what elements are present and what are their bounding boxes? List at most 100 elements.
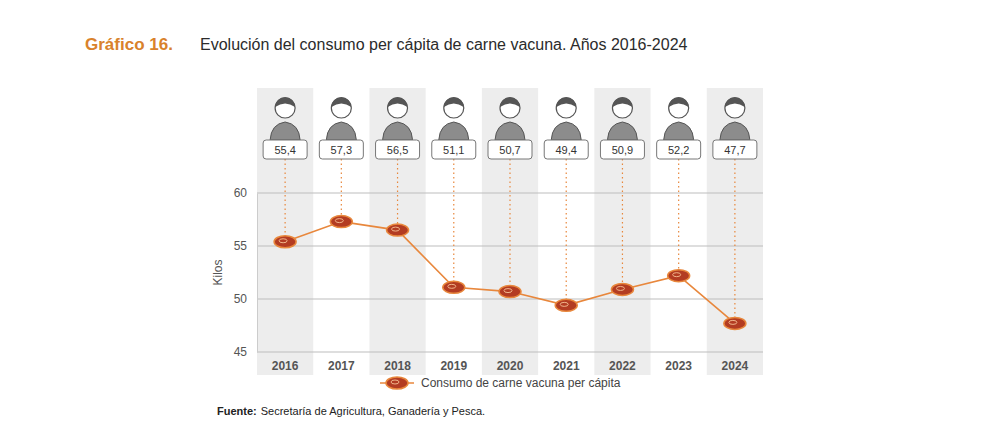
person-head <box>500 98 520 118</box>
marker <box>274 236 296 248</box>
column-band <box>482 88 538 375</box>
person-head <box>556 98 576 118</box>
person-icon: 51,1 <box>432 97 476 159</box>
marker-detail <box>279 239 287 243</box>
grid-line <box>257 193 763 194</box>
person-hair <box>500 97 520 107</box>
marker-shape <box>274 236 296 248</box>
marker <box>611 283 633 295</box>
x-tick-label: 2017 <box>328 359 355 373</box>
x-axis: 201620172018201920202021202220232024 <box>272 352 749 373</box>
y-tick: 45 <box>234 345 257 359</box>
label-box <box>263 140 307 159</box>
person-body <box>270 122 300 140</box>
person-hair <box>612 97 632 107</box>
source-text: Secretaría de Agricultura, Ganadería y P… <box>261 405 485 417</box>
person-body <box>720 122 750 140</box>
title: Evolución del consumo per cápita de carn… <box>200 36 688 53</box>
marker <box>387 224 409 236</box>
x-tick: 2019 <box>440 352 467 373</box>
y-tick: 50 <box>234 292 257 306</box>
label-box <box>600 140 644 159</box>
label-box <box>319 140 363 159</box>
y-tick-label: 50 <box>234 292 248 306</box>
marker-detail <box>335 219 343 223</box>
marker-shape <box>724 317 746 329</box>
marker-shape <box>387 224 409 236</box>
y-tick-label: 45 <box>234 345 248 359</box>
label-box <box>488 140 532 159</box>
data-labels: 55,457,356,551,150,749,450,952,247,7 <box>263 97 757 323</box>
marker-detail <box>504 289 512 293</box>
data-label: 51,1 <box>443 144 464 156</box>
y-tick: 60 <box>234 186 257 200</box>
x-tick: 2018 <box>384 352 411 373</box>
data-label: 52,2 <box>668 144 689 156</box>
person-hair <box>388 97 408 107</box>
marker-shape <box>443 281 465 293</box>
marker-detail <box>616 286 624 290</box>
figure-label: Gráfico 16. <box>85 35 173 54</box>
marker-shape <box>499 286 521 298</box>
person-head <box>725 98 745 118</box>
marker-detail <box>391 380 399 384</box>
marker <box>724 317 746 329</box>
column-band <box>369 88 425 375</box>
column-band <box>707 88 763 375</box>
person-head <box>331 98 351 118</box>
person-hair <box>275 97 295 107</box>
person-hair <box>669 97 689 107</box>
person-icon: 55,4 <box>263 97 307 159</box>
person-icon: 52,2 <box>657 97 701 159</box>
grid-line <box>257 352 763 353</box>
person-icon: 47,7 <box>713 97 757 159</box>
column-bands <box>257 88 763 375</box>
person-head <box>275 98 295 118</box>
source-label: Fuente: <box>217 405 257 417</box>
leader-line <box>734 159 735 323</box>
leader-line <box>341 159 342 222</box>
person-hair <box>444 97 464 107</box>
x-tick-label: 2020 <box>497 359 524 373</box>
grid-line <box>257 299 763 300</box>
x-tick: 2020 <box>497 352 524 373</box>
marker-detail <box>560 302 568 306</box>
marker-shape <box>668 270 690 282</box>
leader-line <box>678 159 679 276</box>
series-line <box>285 222 735 324</box>
x-tick: 2016 <box>272 352 299 373</box>
column-band <box>594 88 650 375</box>
source: Fuente: Secretaría de Agricultura, Ganade… <box>217 405 485 417</box>
data-label: 50,7 <box>499 144 520 156</box>
marker <box>330 216 352 228</box>
label-box <box>432 140 476 159</box>
x-tick-label: 2022 <box>609 359 636 373</box>
marker <box>555 299 577 311</box>
x-tick: 2023 <box>665 352 692 373</box>
column-band <box>257 88 313 375</box>
marker-shape <box>611 283 633 295</box>
person-head <box>612 98 632 118</box>
legend-label: Consumo de carne vacuna per cápita <box>421 376 621 390</box>
person-icon: 50,7 <box>488 97 532 159</box>
person-body <box>383 122 413 140</box>
label-box <box>713 140 757 159</box>
y-tick-label: 60 <box>234 186 248 200</box>
person-head <box>669 98 689 118</box>
data-label: 49,4 <box>556 144 577 156</box>
person-body <box>551 122 581 140</box>
leader-line <box>622 159 623 289</box>
x-tick-label: 2018 <box>384 359 411 373</box>
x-tick: 2017 <box>328 352 355 373</box>
y-axis-line <box>257 194 258 353</box>
person-body <box>607 122 637 140</box>
x-tick-label: 2021 <box>553 359 580 373</box>
data-label: 50,9 <box>612 144 633 156</box>
y-tick-label: 55 <box>234 239 248 253</box>
y-tick: 55 <box>234 239 257 253</box>
data-label: 55,4 <box>274 144 295 156</box>
x-tick-label: 2019 <box>440 359 467 373</box>
marker-detail <box>673 273 681 277</box>
series-marks <box>274 216 746 330</box>
leader-line <box>285 159 286 242</box>
